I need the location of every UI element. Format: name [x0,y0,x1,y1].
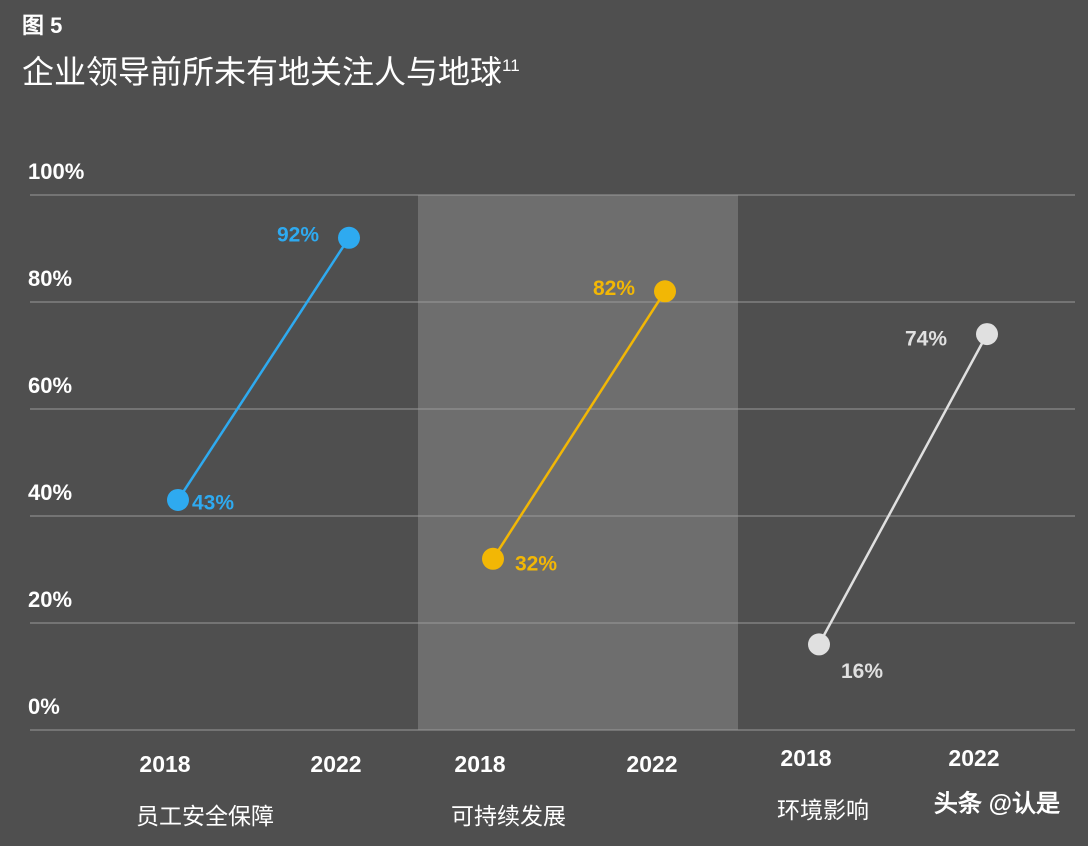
point [808,633,830,656]
value-label: 43% [192,491,234,514]
chart-title: 企业领导前所未有地关注人与地球11 [22,54,520,90]
title-text: 企业领导前所未有地关注人与地球 [22,54,502,90]
point [338,226,360,249]
x-tick-label: 2018 [780,745,831,771]
title-note: 11 [502,56,520,75]
group-label: 员工安全保障 [136,803,274,829]
x-tick-label: 2018 [139,751,190,777]
slope-line [491,290,667,560]
group-label: 环境影响 [777,797,869,823]
value-label: 74% [905,328,947,351]
y-tick-label: 80% [28,266,72,291]
value-label: 82% [593,277,635,300]
point [482,547,504,570]
y-tick-label: 0% [28,694,60,719]
slope-line [817,333,989,645]
x-tick-label: 2018 [454,751,505,777]
x-tick-label: 2022 [948,745,999,771]
x-tick-label: 2022 [310,751,361,777]
watermark: 头条 @认是 [934,790,1060,817]
point [167,488,189,511]
panel-shade [418,195,738,730]
figure-label: 图 5 [22,13,62,38]
slope-line [176,237,351,501]
group-label: 可持续发展 [451,803,566,829]
point [976,323,998,346]
point [654,280,676,303]
y-tick-label: 20% [28,587,72,612]
x-tick-label: 2022 [626,751,677,777]
value-label: 32% [515,552,557,575]
value-label: 92% [277,223,319,246]
y-tick-label: 60% [28,373,72,398]
value-label: 16% [841,660,883,683]
y-tick-label: 100% [28,159,84,184]
y-tick-label: 40% [28,480,72,505]
